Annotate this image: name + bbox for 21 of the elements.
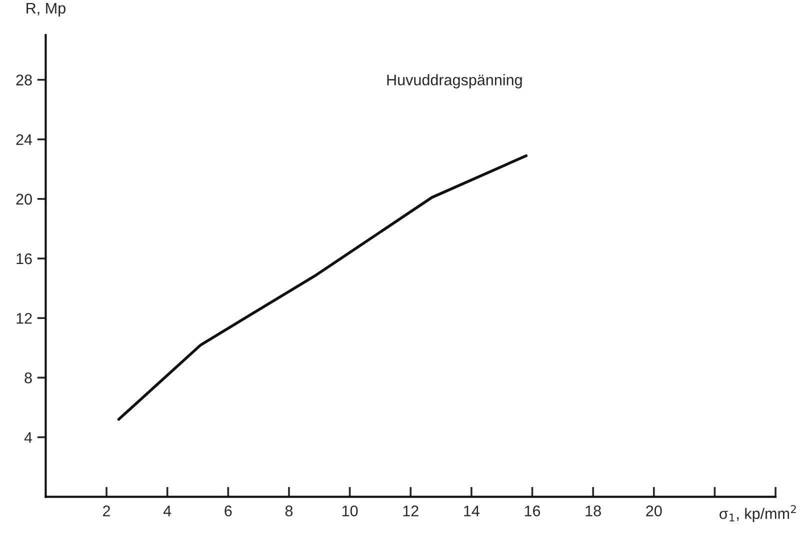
y-tick-label: 12	[16, 312, 32, 324]
y-tick-label: 16	[16, 253, 32, 264]
x-tick-label: 6	[224, 506, 232, 516]
line-series	[117, 154, 528, 421]
x-axis-title: σ$_{1}$, kp/mm$^{2}$	[720, 505, 796, 522]
y-axis-title: R, Mp	[26, 2, 66, 17]
x-tick-label: 2	[103, 506, 110, 516]
y-tick-label: 24	[16, 134, 32, 145]
x-tick-label: 8	[285, 506, 293, 516]
annotation: Huvuddragspänning	[387, 74, 522, 88]
y-tick-label: 28	[16, 74, 32, 86]
x-tick-label: 4	[163, 506, 172, 516]
x-tick-label: 18	[586, 506, 601, 516]
x-tick-label: 16	[524, 506, 540, 516]
y-tick-label: 4	[24, 432, 32, 443]
x-tick-label: 12	[403, 506, 418, 516]
x-tick-label: 20	[646, 506, 662, 516]
x-tick-label: 10	[342, 506, 358, 516]
y-tick-label: 8	[24, 372, 32, 384]
x-tick-label: 14	[464, 506, 480, 516]
y-tick-label: 20	[16, 194, 32, 205]
